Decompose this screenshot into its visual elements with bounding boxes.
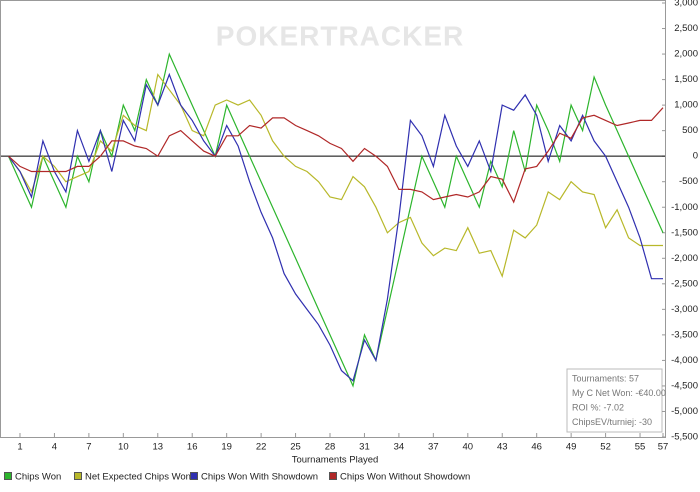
- x-tick-label: 43: [497, 442, 508, 453]
- x-tick-label: 16: [187, 442, 198, 453]
- stats-line: Tournaments: 57: [572, 373, 639, 383]
- legend-label: Chips Won: [15, 472, 61, 483]
- y-tick-label: -500: [679, 176, 698, 187]
- legend-swatch: [190, 472, 198, 480]
- y-tick-label: -3,000: [671, 304, 698, 315]
- x-tick-label: 31: [359, 442, 370, 453]
- series-line: [8, 72, 663, 382]
- x-tick-label: 1: [17, 442, 22, 453]
- y-tick-label: 1,000: [674, 100, 698, 111]
- x-tick-label: 49: [566, 442, 577, 453]
- y-tick-label: 2,500: [674, 23, 698, 34]
- y-tick-label: 500: [682, 125, 698, 136]
- plot-frame: [0, 0, 666, 438]
- stats-line: ROI %: -7.02: [572, 402, 624, 412]
- y-tick-label: 2,000: [674, 49, 698, 60]
- y-tick-label: -2,000: [671, 253, 698, 264]
- legend-label: Chips Won With Showdown: [201, 472, 318, 483]
- x-tick-label: 22: [256, 442, 267, 453]
- y-tick-label: -5,500: [671, 432, 698, 443]
- x-axis-label: Tournaments Played: [292, 455, 379, 466]
- series-line: [8, 73, 663, 279]
- watermark: POKERTRACKER: [216, 20, 464, 51]
- series-line: [7, 52, 664, 388]
- x-tick-label: 34: [394, 442, 405, 453]
- y-tick-label: -2,500: [671, 278, 698, 289]
- x-tick-label: 57: [658, 442, 669, 453]
- legend-swatch: [4, 472, 12, 480]
- y-tick-label: 3,000: [674, 0, 698, 9]
- y-tick-label: -3,500: [671, 329, 698, 340]
- series-line: [8, 107, 664, 204]
- x-tick-label: 37: [428, 442, 439, 453]
- x-tick-label: 13: [152, 442, 163, 453]
- x-tick-label: 10: [118, 442, 129, 453]
- stats-box: [566, 368, 663, 433]
- x-tick-label: 46: [531, 442, 542, 453]
- x-tick-label: 55: [635, 442, 646, 453]
- legend-swatch: [329, 472, 337, 480]
- legend-swatch: [74, 472, 82, 480]
- x-tick-label: 25: [290, 442, 301, 453]
- stats-line: ChipsEV/turniej: -30: [572, 417, 652, 427]
- y-tick-label: -4,000: [671, 355, 698, 366]
- x-tick-label: 4: [52, 442, 57, 453]
- y-tick-label: -4,500: [671, 380, 698, 391]
- x-tick-label: 7: [86, 442, 91, 453]
- legend-label: Net Expected Chips Won: [85, 472, 191, 483]
- legend-label: Chips Won Without Showdown: [340, 472, 470, 483]
- y-tick-label: 1,500: [674, 74, 698, 85]
- x-tick-label: 52: [600, 442, 611, 453]
- y-tick-label: -1,500: [671, 227, 698, 238]
- y-tick-label: -5,000: [671, 406, 698, 417]
- stats-line: My C Net Won: -€40.00: [572, 388, 666, 398]
- y-tick-label: -1,000: [671, 202, 698, 213]
- x-tick-label: 28: [325, 442, 336, 453]
- x-tick-label: 19: [221, 442, 232, 453]
- y-tick-label: 0: [693, 151, 698, 162]
- x-tick-label: 40: [463, 442, 474, 453]
